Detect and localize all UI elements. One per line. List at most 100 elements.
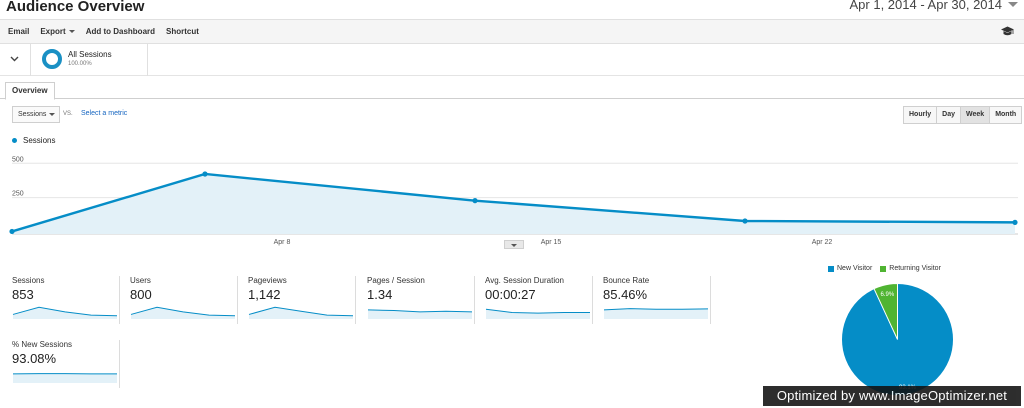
sparkline: [12, 373, 117, 383]
scorecard-divider: [355, 276, 356, 324]
sparkline: [367, 309, 473, 319]
sparkline-area: [13, 307, 117, 319]
legend-swatch: [828, 265, 834, 272]
sparkline-area: [13, 373, 117, 383]
date-range-picker[interactable]: Apr 1, 2014 - Apr 30, 2014: [849, 0, 1018, 12]
sparkline: [248, 306, 354, 319]
data-point[interactable]: [742, 218, 748, 224]
x-tick-label: Apr 22: [812, 239, 833, 246]
scorecard[interactable]: Avg. Session Duration 00:00:27: [485, 276, 593, 326]
export-label: Export: [40, 27, 66, 36]
data-point[interactable]: [1012, 219, 1018, 225]
sparkline-area: [249, 307, 353, 319]
tab-overview[interactable]: Overview: [5, 82, 55, 100]
sparkline-area: [604, 308, 708, 319]
scorecard-divider: [119, 340, 120, 388]
legend-dot-icon: [12, 138, 17, 143]
segment-percent: 100.00%: [68, 61, 92, 67]
pie-label-returning: 6.9%: [881, 292, 895, 298]
divider: [30, 44, 31, 76]
vs-label: VS.: [63, 111, 73, 117]
segment-name: All Sessions: [68, 50, 112, 59]
graduation-cap-icon[interactable]: [1001, 26, 1014, 37]
scorecard[interactable]: % New Sessions 93.08%: [12, 340, 120, 390]
granularity-week[interactable]: Week: [961, 107, 991, 123]
scorecard-divider: [119, 276, 120, 324]
chevron-down-icon: [511, 244, 517, 247]
add-to-dashboard-label: Add to Dashboard: [85, 27, 156, 36]
pie-legend-returning-visitor[interactable]: Returning Visitor: [880, 265, 941, 272]
sparkline: [12, 306, 118, 319]
legend-sessions-label: Sessions: [23, 136, 56, 145]
shortcut-button[interactable]: Shortcut: [166, 27, 199, 36]
shortcut-label: Shortcut: [166, 27, 199, 36]
granularity-month[interactable]: Month: [995, 111, 1017, 118]
email-button[interactable]: Email: [8, 27, 29, 36]
chevron-down-icon: [49, 113, 55, 116]
date-range-label: Apr 1, 2014 - Apr 30, 2014: [849, 0, 1003, 12]
sparkline-line: [130, 306, 236, 317]
pie-legend-returning-label: Returning Visitor: [889, 265, 941, 272]
chevron-down-icon: [1008, 2, 1018, 7]
scorecard-value: 853: [12, 287, 34, 302]
export-button[interactable]: Export: [40, 27, 75, 36]
scorecard-label: Pages / Session: [367, 276, 425, 285]
select-metric-link[interactable]: Select a metric: [81, 110, 128, 117]
data-point[interactable]: [202, 171, 208, 177]
scorecard-label: Bounce Rate: [603, 276, 650, 285]
visitor-pie-chart: 6.9%93.1%: [841, 282, 954, 396]
page-title: Audience Overview: [6, 0, 145, 15]
chart-collapse-handle[interactable]: [504, 240, 524, 249]
sparkline-area: [486, 309, 590, 319]
scorecard-value: 93.08%: [12, 351, 57, 366]
data-point[interactable]: [472, 198, 478, 204]
segment-ring-icon: [42, 49, 62, 69]
sparkline-area: [131, 307, 235, 319]
x-tick-label: Apr 15: [541, 239, 562, 246]
scorecard-value: 1,142: [248, 287, 281, 302]
chart-legend: Sessions: [12, 136, 55, 145]
scorecard[interactable]: Bounce Rate 85.46%: [603, 276, 711, 326]
chevron-down-icon[interactable]: [10, 54, 19, 63]
sparkline-line: [485, 308, 590, 314]
segment-all-sessions[interactable]: All Sessions 100.00%: [36, 44, 148, 76]
metric-select[interactable]: Sessions: [12, 106, 60, 123]
pie-legend: New Visitor Returning Visitor: [828, 265, 941, 272]
sparkline-line: [603, 308, 709, 311]
sparkline-area: [368, 309, 472, 319]
pie-slice-returning-visitor[interactable]: [873, 282, 898, 340]
add-to-dashboard-button[interactable]: Add to Dashboard: [86, 27, 155, 36]
scorecard[interactable]: Sessions 853: [12, 276, 120, 326]
report-toolbar: Email Export Add to Dashboard Shortcut: [0, 19, 1024, 44]
pie-legend-new-label: New Visitor: [837, 265, 873, 272]
tab-bar: Overview: [0, 80, 1024, 100]
scorecard-divider: [474, 276, 475, 324]
scorecard-label: Users: [130, 276, 151, 285]
pie-legend-new-visitor[interactable]: New Visitor: [828, 265, 872, 272]
scorecard-divider: [237, 276, 238, 324]
scorecard[interactable]: Users 800: [130, 276, 238, 326]
y-tick-label: 250: [12, 191, 24, 198]
metric-select-label: Sessions: [18, 111, 47, 118]
watermark: Optimized by www.ImageOptimizer.net: [763, 386, 1021, 406]
scorecard-label: Avg. Session Duration: [485, 276, 565, 285]
granularity-day[interactable]: Day: [937, 107, 962, 123]
x-tick-label: Apr 8: [274, 239, 291, 246]
scorecard-value: 1.34: [367, 287, 393, 302]
legend-swatch: [880, 265, 887, 272]
sparkline: [130, 306, 236, 319]
data-point[interactable]: [9, 228, 15, 235]
scorecard-value: 85.46%: [603, 287, 648, 302]
scorecard[interactable]: Pageviews 1,142: [248, 276, 356, 326]
sparkline: [485, 308, 590, 319]
scorecard-value: 00:00:27: [485, 287, 536, 302]
email-label: Email: [8, 27, 30, 36]
scorecard[interactable]: Pages / Session 1.34: [367, 276, 475, 326]
sparkline-line: [12, 306, 118, 317]
scorecard-label: Pageviews: [248, 276, 287, 285]
scorecard-value: 800: [130, 287, 152, 302]
sparkline: [603, 308, 709, 319]
sessions-chart: 500 250 Apr 8 Apr 15 Apr 22: [9, 156, 1018, 246]
granularity-hourly[interactable]: Hourly: [904, 107, 938, 123]
y-tick-label: 500: [12, 156, 24, 163]
